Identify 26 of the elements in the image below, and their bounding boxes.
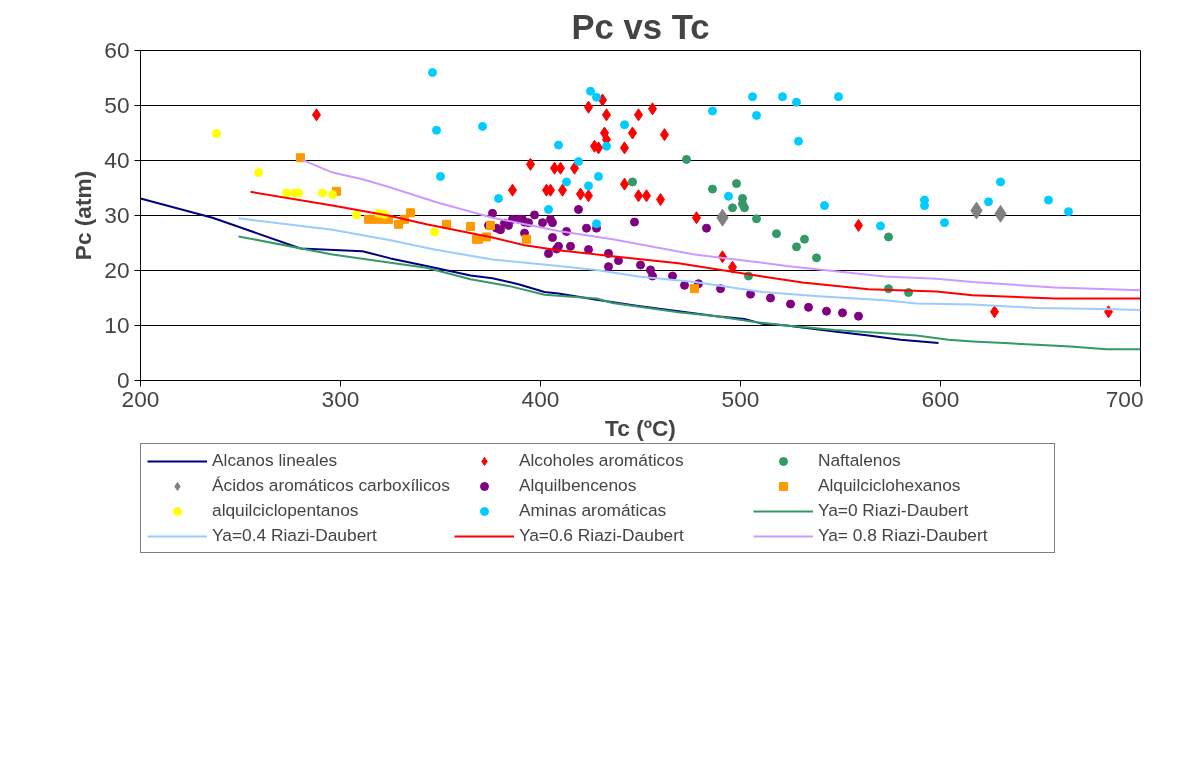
legend-label: Ácidos aromáticos carboxílicos [212, 475, 450, 496]
y-axis-title: Pc (atm) [70, 170, 97, 261]
legend-label: Alquilciclohexanos [817, 475, 962, 496]
legend-label: Alquilbencenos [518, 475, 638, 496]
legend-label: Ya=0.4 Riazi-Daubert [212, 525, 378, 546]
legend-label: Naftalenos [817, 450, 902, 471]
legend-label: Alcoholes aromáticos [518, 450, 685, 471]
y-tick-label: 60 [104, 37, 130, 63]
x-tick-label: 300 [321, 385, 360, 412]
x-tick-label: 500 [721, 385, 760, 412]
legend-label: Ya= 0.8 Riazi-Daubert [817, 525, 989, 546]
x-tick-label: 400 [521, 385, 560, 412]
chart-title: Pc vs Tc [571, 7, 710, 46]
y-tick-label: 30 [104, 202, 130, 228]
x-axis-title: Tc (ºC) [605, 414, 676, 441]
y-tick-label: 40 [104, 147, 130, 173]
x-tick-label: 700 [1105, 385, 1144, 412]
legend-label: Ya=0.6 Riazi-Daubert [518, 525, 685, 546]
y-tick-label: 20 [104, 257, 130, 283]
y-tick-label: 10 [104, 312, 130, 338]
legend-label: alquilciclopentanos [212, 500, 360, 521]
legend-label: Aminas aromáticas [518, 500, 668, 521]
legend-label: Alcanos lineales [212, 450, 339, 471]
y-tick-label: 50 [104, 92, 130, 118]
x-tick-label: 600 [921, 385, 960, 412]
legend-label: Ya=0 Riazi-Daubert [817, 500, 970, 521]
